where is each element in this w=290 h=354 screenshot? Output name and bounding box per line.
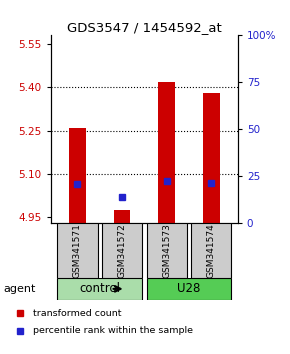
Bar xyxy=(69,128,86,223)
Text: GSM341572: GSM341572 xyxy=(117,223,126,278)
Text: GSM341571: GSM341571 xyxy=(73,223,82,278)
Title: GDS3547 / 1454592_at: GDS3547 / 1454592_at xyxy=(67,21,222,34)
Text: transformed count: transformed count xyxy=(33,309,122,318)
Bar xyxy=(57,278,142,300)
Bar xyxy=(57,223,97,278)
Bar xyxy=(146,278,231,300)
Bar xyxy=(191,223,231,278)
Bar xyxy=(158,81,175,223)
Text: control: control xyxy=(79,282,120,295)
Text: GSM341574: GSM341574 xyxy=(206,223,215,278)
Text: percentile rank within the sample: percentile rank within the sample xyxy=(33,326,193,336)
Bar xyxy=(146,223,186,278)
Text: GSM341573: GSM341573 xyxy=(162,223,171,278)
Bar xyxy=(203,93,220,223)
Text: agent: agent xyxy=(3,284,35,294)
Bar xyxy=(114,210,130,223)
Text: U28: U28 xyxy=(177,282,200,295)
Bar xyxy=(102,223,142,278)
